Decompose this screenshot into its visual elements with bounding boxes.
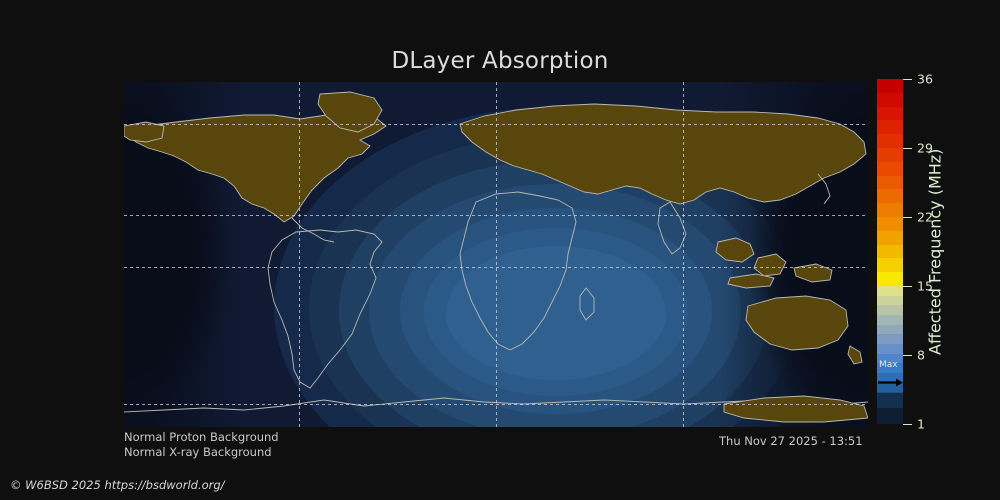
landmass-antarctica-east bbox=[723, 395, 868, 423]
colorbar-tick-label-15: 15 bbox=[917, 278, 933, 294]
colorbar-max-arrow bbox=[877, 372, 903, 387]
landmass-new-zealand bbox=[847, 345, 863, 365]
landmass-north-america bbox=[125, 112, 387, 223]
colorbar-max-label: Max bbox=[879, 360, 898, 370]
landmass-java bbox=[727, 273, 775, 289]
coastline-india bbox=[657, 201, 687, 255]
world-absorption-map[interactable] bbox=[124, 82, 868, 427]
absorption-contour-level-7 bbox=[446, 246, 666, 380]
colorbar-axis-title: Affected Frequency (MHz) bbox=[925, 148, 945, 355]
colorbar-gradient-bottom bbox=[877, 392, 903, 424]
colorbar-tick-label-29: 29 bbox=[917, 140, 933, 156]
continents-layer bbox=[124, 91, 868, 423]
colorbar-tick-label-1: 1 bbox=[917, 416, 925, 432]
colorbar-tick-label-22: 22 bbox=[917, 209, 933, 225]
colorbar-tick-mark-15 bbox=[903, 286, 912, 287]
landmass-eurasia bbox=[459, 103, 867, 205]
colorbar-tick-mark-1 bbox=[903, 424, 912, 425]
timestamp-label: Thu Nov 27 2025 - 13:51 bbox=[719, 434, 863, 448]
colorbar-tick-label-8: 8 bbox=[917, 347, 925, 363]
colorbar-tick-mark-8 bbox=[903, 355, 912, 356]
landmass-borneo bbox=[753, 253, 787, 277]
colorbar-tick-mark-29 bbox=[903, 148, 912, 149]
colorbar[interactable] bbox=[877, 79, 903, 424]
colorbar-tick-label-36: 36 bbox=[917, 71, 933, 87]
landmass-indonesia bbox=[715, 237, 755, 263]
map-canvas bbox=[124, 82, 868, 427]
coastline-central-america bbox=[291, 217, 335, 243]
landmass-australia bbox=[745, 295, 849, 351]
page-title: DLayer Absorption bbox=[391, 48, 609, 74]
status-proton-background: Normal Proton Background bbox=[124, 430, 279, 444]
coastline-africa bbox=[459, 191, 577, 351]
copyright-notice: © W6BSD 2025 https://bsdworld.org/ bbox=[10, 478, 225, 492]
landmass-new-guinea bbox=[793, 263, 833, 283]
landmass-alaska bbox=[124, 121, 165, 143]
colorbar-tick-mark-22 bbox=[903, 217, 912, 218]
coastline-south-america bbox=[267, 229, 383, 389]
landmass-greenland bbox=[317, 91, 383, 133]
coastline-madagascar bbox=[579, 287, 595, 321]
status-xray-background: Normal X-ray Background bbox=[124, 445, 272, 459]
colorbar-tick-mark-36 bbox=[903, 79, 912, 80]
coastline-japan bbox=[817, 173, 831, 205]
